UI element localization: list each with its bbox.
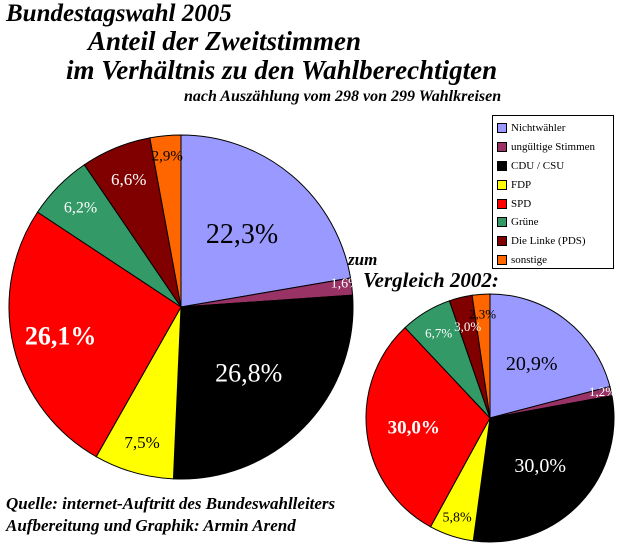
author-note: Aufbereitung und Graphik: Armin Arend (6, 516, 296, 535)
data-label: 22,3% (206, 219, 278, 250)
data-label: 2,3% (469, 307, 496, 322)
data-label: 26,1% (25, 321, 97, 350)
data-label: 6,7% (425, 326, 452, 341)
legend-label: Nichtwähler (511, 122, 566, 135)
legend-swatch (497, 179, 507, 190)
pie-slice (172, 294, 354, 480)
legend-label: Grüne (511, 216, 539, 229)
pie-slice (365, 326, 491, 528)
source-note: Quelle: internet-Auftritt des Bundeswahl… (6, 494, 336, 513)
legend-item: Grüne (497, 213, 613, 232)
comparison-label-1: zum (348, 250, 378, 269)
data-label: 7,5% (124, 433, 159, 452)
data-label: 6,6% (111, 170, 146, 189)
legend-item: Die Linke (PDS) (497, 232, 613, 251)
legend-swatch (497, 254, 507, 265)
pie-slice (8, 211, 182, 458)
legend-label: FDP (511, 178, 532, 191)
legend-label: CDU / CSU (511, 159, 565, 172)
legend-item: CDU / CSU (497, 157, 613, 176)
legend: Nichtwähler ungültige Stimmen CDU / CSU FDP… (492, 115, 614, 269)
legend-label: sonstige (511, 253, 548, 266)
data-label: 5,8% (443, 511, 473, 526)
data-label: 30,0% (514, 455, 566, 477)
chart-title: Bundestagswahl 2005 (6, 0, 232, 27)
legend-swatch (497, 236, 507, 247)
data-label: 20,9% (506, 353, 558, 375)
pie-slice (180, 134, 352, 308)
legend-swatch (497, 142, 507, 153)
legend-label: SPD (511, 197, 532, 210)
legend-swatch (497, 217, 507, 228)
data-label: 1,6% (331, 277, 361, 292)
data-label: 26,8% (215, 359, 282, 388)
legend-item: SPD (497, 194, 613, 213)
chart-title-line-2: Anteil der Zweitstimmen (88, 26, 362, 56)
data-label: 1,2% (589, 384, 616, 399)
data-label: 6,2% (64, 199, 97, 216)
chart-title-line-3: im Verhältnis zu den Wahlberechtigten (66, 55, 498, 85)
pie-slice (149, 134, 182, 308)
data-label: 2,9% (152, 148, 183, 164)
legend-swatch (497, 123, 507, 134)
legend-label: ungültige Stimmen (511, 141, 596, 154)
legend-item: sonstige (497, 251, 613, 270)
data-label: 30,0% (388, 417, 440, 438)
legend-item: Nichtwähler (497, 119, 613, 138)
chart-subtitle: nach Auszählung vom 298 von 299 Wahlkrei… (184, 88, 502, 105)
pie-slice (472, 395, 615, 543)
pie-slice (471, 293, 491, 419)
comparison-label-2: Vergleich 2002: (363, 268, 499, 292)
legend-swatch (497, 160, 507, 171)
legend-label: Die Linke (PDS) (511, 235, 586, 248)
legend-item: ungültige Stimmen (497, 138, 613, 157)
pie-slice (489, 293, 611, 419)
legend-swatch (497, 198, 507, 209)
data-label: 3,0% (454, 319, 481, 334)
legend-item: FDP (497, 175, 613, 194)
